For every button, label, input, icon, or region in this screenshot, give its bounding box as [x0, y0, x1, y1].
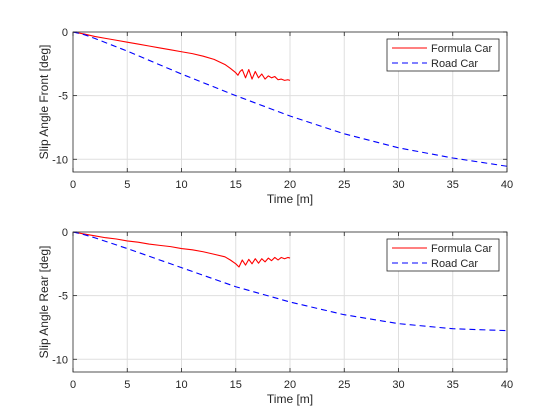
x-tick-label: 5 — [124, 179, 130, 191]
legend-entry: Formula Car — [431, 243, 492, 255]
series-line-road-car — [72, 31, 508, 167]
y-tick-label: -10 — [52, 154, 68, 166]
x-tick-label: 20 — [284, 179, 296, 191]
y-axis-label: Slip Angle Front [deg] — [37, 45, 51, 160]
x-tick-label: 10 — [175, 379, 187, 391]
x-tick-label: 30 — [392, 379, 404, 391]
legend: Formula Car Road Car — [386, 38, 500, 72]
x-tick-label: 20 — [284, 379, 296, 391]
x-axis-label: Time [m] — [267, 192, 313, 206]
x-tick-label: 25 — [338, 379, 350, 391]
series-line-formula-car — [72, 231, 291, 268]
x-tick-label: 0 — [70, 179, 76, 191]
legend-entry: Formula Car — [431, 43, 492, 55]
legend-box — [386, 38, 500, 72]
subplot-1: 0 5 10 15 20 25 30 35 40 0 -5 -10 Time [m] Slip Angle… — [37, 27, 513, 206]
x-tick-label: 35 — [447, 179, 459, 191]
legend-box — [386, 238, 500, 272]
x-tick-label: 15 — [230, 379, 242, 391]
series-line-road-car — [72, 231, 508, 332]
series-line-formula-car — [72, 31, 291, 81]
legend-entry: Road Car — [431, 58, 478, 70]
x-tick-label: 5 — [124, 379, 130, 391]
legend: Formula Car Road Car — [386, 238, 500, 272]
x-tick-label: 30 — [392, 179, 404, 191]
x-tick-label: 35 — [447, 379, 459, 391]
y-tick-label: -10 — [52, 354, 68, 366]
x-tick-label: 25 — [338, 179, 350, 191]
x-tick-label: 40 — [501, 179, 513, 191]
subplot-2: 0 5 10 15 20 25 30 35 40 0 -5 -10 Time [m] Slip Angle… — [37, 227, 513, 406]
x-tick-label: 10 — [175, 179, 187, 191]
x-tick-label: 40 — [501, 379, 513, 391]
y-tick-label: -5 — [58, 291, 68, 303]
legend-entry: Road Car — [431, 258, 478, 270]
x-tick-label: 15 — [230, 179, 242, 191]
y-tick-label: 0 — [62, 227, 68, 239]
y-tick-label: 0 — [62, 27, 68, 39]
x-axis-label: Time [m] — [267, 392, 313, 406]
y-axis-label: Slip Angle Rear [deg] — [37, 246, 51, 359]
x-tick-label: 0 — [70, 379, 76, 391]
y-tick-label: -5 — [58, 91, 68, 103]
